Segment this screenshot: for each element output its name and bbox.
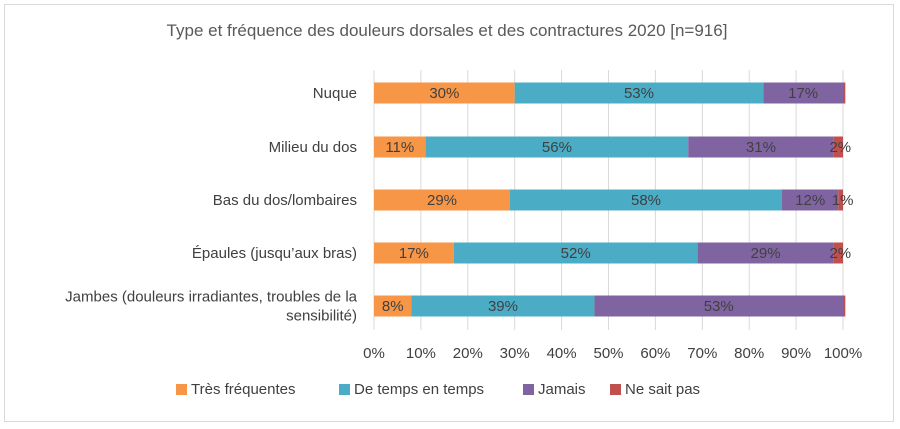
x-tick-label: 50% xyxy=(593,345,623,362)
data-label: 2% xyxy=(829,245,851,262)
x-tick-label: 90% xyxy=(781,345,811,362)
bar-segment xyxy=(425,136,689,158)
x-tick-label: 0% xyxy=(363,345,385,362)
bar-segment xyxy=(514,82,764,104)
category-labels: Nuque Milieu du dos Bas du dos/lombaires Ép… xyxy=(65,85,357,325)
bar-segment xyxy=(374,189,511,211)
bar-segment xyxy=(838,189,843,211)
data-label: 58% xyxy=(631,192,661,209)
legend-swatch xyxy=(523,384,534,395)
legend-label: Jamais xyxy=(538,381,586,398)
data-label: 12% xyxy=(795,192,825,209)
data-label: 39% xyxy=(488,298,518,315)
data-label: 56% xyxy=(542,139,572,156)
category-label: Milieu du dos xyxy=(269,139,357,156)
x-tick-label: 40% xyxy=(547,345,577,362)
bar-segment xyxy=(374,295,412,317)
data-label: 53% xyxy=(704,298,734,315)
x-tick-label: 30% xyxy=(500,345,530,362)
category-label: Nuque xyxy=(313,85,357,102)
x-tick-label: 60% xyxy=(640,345,670,362)
x-tick-label: 100% xyxy=(824,345,862,362)
data-label: 30% xyxy=(429,85,459,102)
data-label: 8% xyxy=(382,298,404,315)
bar-segment xyxy=(411,295,595,317)
legend: Très fréquentes De temps en temps Jamais Ne… xyxy=(176,381,700,398)
bar-segment xyxy=(510,189,783,211)
category-label: Bas du dos/lombaires xyxy=(213,192,357,209)
x-axis-ticks: 0% 10% 20% 30% 40% 50% 60% 70% 80% 90% 100% xyxy=(363,345,862,362)
category-label: sensibilité) xyxy=(286,308,357,325)
legend-label: Très fréquentes xyxy=(191,381,296,398)
bar-segment xyxy=(374,242,454,264)
data-label: 2% xyxy=(829,139,851,156)
bar-segment xyxy=(843,82,846,104)
bar-segment xyxy=(833,242,843,264)
category-label: Jambes (douleurs irradiantes, troubles d… xyxy=(65,289,357,306)
data-label: 1% xyxy=(832,192,854,209)
legend-label: Ne sait pas xyxy=(625,381,700,398)
chart-frame xyxy=(4,4,894,422)
bar-segment xyxy=(374,82,515,104)
legend-swatch xyxy=(176,384,187,395)
bar-segment xyxy=(782,189,839,211)
bar-segment xyxy=(688,136,834,158)
bar-segment xyxy=(594,295,843,317)
bar-segment xyxy=(833,136,843,158)
bar-segment xyxy=(453,242,698,264)
legend-swatch xyxy=(339,384,350,395)
bar-segment xyxy=(697,242,834,264)
bar-segment xyxy=(374,136,426,158)
data-label: 29% xyxy=(427,192,457,209)
bar-segment xyxy=(843,295,846,317)
data-label: 29% xyxy=(751,245,781,262)
chart-title: Type et fréquence des douleurs dorsales … xyxy=(167,21,728,40)
data-label: 52% xyxy=(561,245,591,262)
bars: 30% 53% 17% 11% 56% 31% 2% 29% 58% 12% 1% 17% 52% 29%… xyxy=(374,82,854,317)
x-tick-label: 70% xyxy=(687,345,717,362)
x-tick-label: 20% xyxy=(453,345,483,362)
legend-swatch xyxy=(610,384,621,395)
data-label: 17% xyxy=(788,85,818,102)
category-label: Épaules (jusqu’aux bras) xyxy=(192,245,357,262)
data-label: 17% xyxy=(399,245,429,262)
data-label: 11% xyxy=(385,139,414,156)
data-label: 31% xyxy=(746,139,776,156)
x-tick-label: 10% xyxy=(406,345,436,362)
data-label: 53% xyxy=(624,85,654,102)
bar-segment xyxy=(763,82,843,104)
x-tick-label: 80% xyxy=(734,345,764,362)
legend-label: De temps en temps xyxy=(354,381,484,398)
